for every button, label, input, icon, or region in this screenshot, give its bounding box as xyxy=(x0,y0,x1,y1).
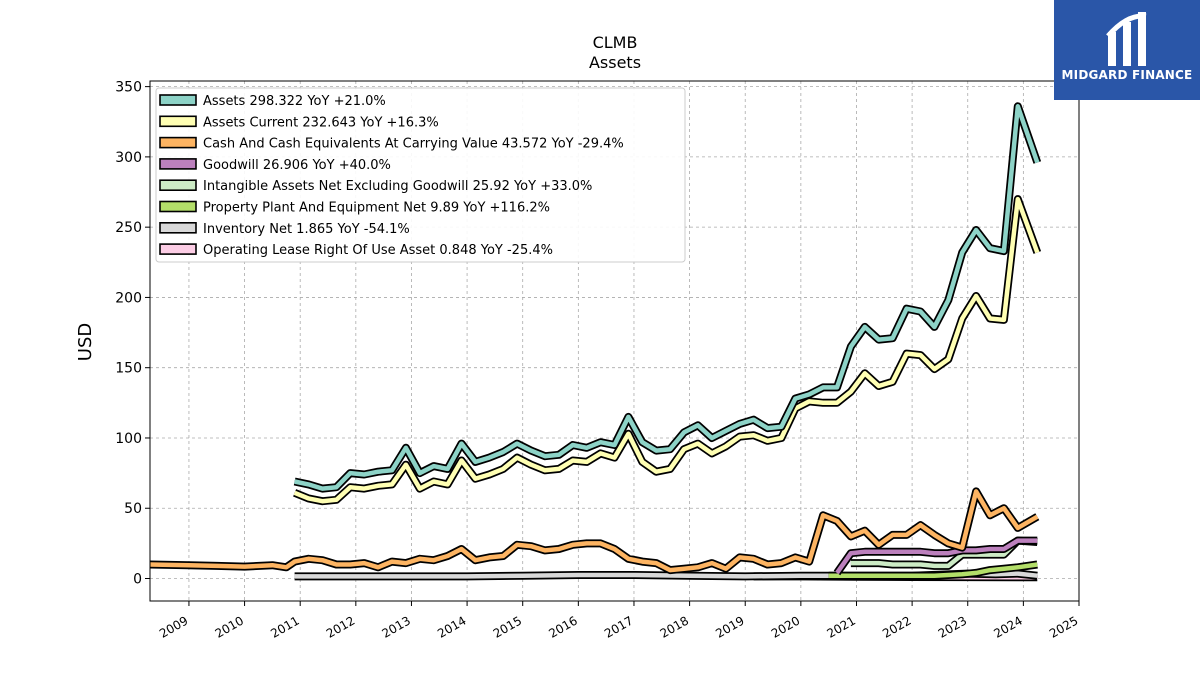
legend-swatch xyxy=(159,243,197,255)
legend-label: Cash And Cash Equivalents At Carrying Va… xyxy=(203,137,624,152)
series-line xyxy=(850,538,1038,569)
y-tick-label: 250 xyxy=(115,220,142,236)
legend-label: Intangible Assets Net Excluding Goodwill… xyxy=(203,179,592,194)
legend-label: Assets 298.322 YoY +21.0% xyxy=(203,94,386,109)
series-line xyxy=(149,489,1039,573)
x-tick-label: 2025 xyxy=(1047,613,1080,640)
series-line xyxy=(835,538,1038,575)
x-tick-label: 2018 xyxy=(658,613,691,640)
legend-swatch xyxy=(159,179,197,191)
chart-subtitle: Assets xyxy=(589,53,641,72)
x-tick-label: 2017 xyxy=(602,613,635,640)
legend-label: Assets Current 232.643 YoY +16.3% xyxy=(203,115,439,130)
y-tick-label: 200 xyxy=(115,290,142,306)
legend-label: Inventory Net 1.865 YoY -54.1% xyxy=(203,222,410,237)
x-tick-label: 2020 xyxy=(769,613,802,640)
y-tick-label: 350 xyxy=(115,80,142,96)
plot-area xyxy=(149,102,1042,582)
series-line xyxy=(294,104,1040,491)
x-tick-label: 2009 xyxy=(157,613,190,640)
y-tick-label: 50 xyxy=(124,501,142,517)
series-line-outline xyxy=(149,487,1040,575)
y-tick-label: 0 xyxy=(133,572,142,588)
brand-name: MIDGARD FINANCE xyxy=(1061,68,1193,82)
legend-swatch xyxy=(159,222,197,234)
y-axis: 0 50 100 150 200 250 300 350 xyxy=(115,80,150,588)
legend-swatch xyxy=(159,115,197,128)
brand-logo-icon xyxy=(1106,12,1147,66)
x-tick-label: 2024 xyxy=(991,613,1024,640)
legend-label: Goodwill 26.906 YoY +40.0% xyxy=(203,158,391,173)
x-tick-label: 2015 xyxy=(491,613,524,640)
brand-logo: MIDGARD FINANCE xyxy=(1054,0,1200,100)
x-tick-label: 2012 xyxy=(324,613,357,640)
x-tick-label: 2011 xyxy=(268,613,301,640)
x-tick-label: 2010 xyxy=(213,613,246,640)
x-tick-label: 2014 xyxy=(435,613,468,640)
axes-frame xyxy=(149,80,1080,602)
y-tick-label: 100 xyxy=(115,431,142,447)
series-line xyxy=(293,196,1040,504)
legend-swatch xyxy=(159,94,197,106)
chart-title: CLMB xyxy=(593,33,638,52)
x-axis: 2009 2010 2011 2012 2013 2014 2015 2016 2017 2018… xyxy=(157,601,1081,641)
legend-box xyxy=(155,87,686,263)
x-tick-label: 2023 xyxy=(936,613,969,640)
legend-label: Property Plant And Equipment Net 9.89 Yo… xyxy=(203,201,550,216)
y-tick-label: 300 xyxy=(115,150,142,166)
legend-swatch xyxy=(159,136,197,149)
legend: Assets 298.322 YoY +21.0% Assets Current … xyxy=(155,87,686,263)
y-tick-label: 150 xyxy=(115,361,142,377)
x-tick-label: 2022 xyxy=(880,613,913,640)
legend-swatch xyxy=(159,200,197,213)
x-tick-label: 2016 xyxy=(546,613,579,640)
legend-swatch xyxy=(159,158,197,170)
x-tick-label: 2013 xyxy=(380,613,413,640)
x-tick-label: 2019 xyxy=(713,613,746,640)
series-line xyxy=(828,562,1038,578)
x-tick-label: 2021 xyxy=(825,613,858,640)
legend-label: Operating Lease Right Of Use Asset 0.848… xyxy=(203,243,553,258)
y-axis-label: USD xyxy=(75,323,96,361)
